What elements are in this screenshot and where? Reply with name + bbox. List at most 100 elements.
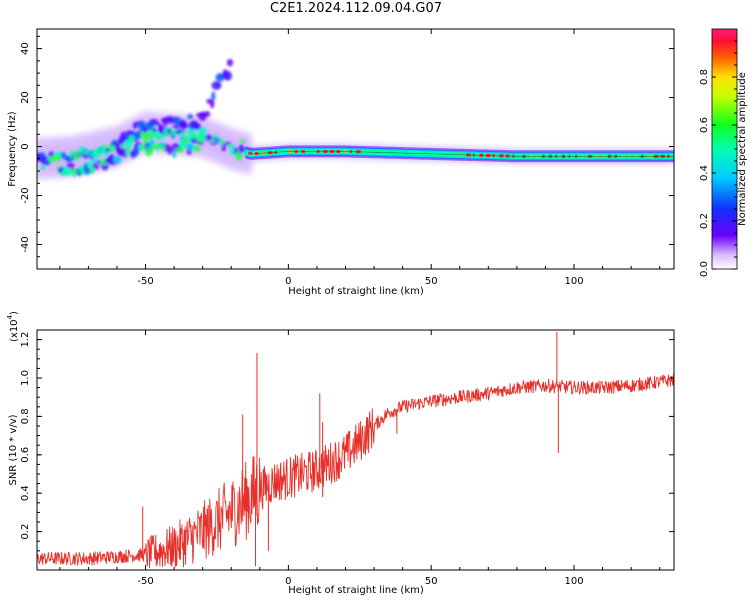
spectrogram-y-ticks: 40 20 0 -20 -40 — [20, 35, 674, 270]
colorbar-tick-label: 0.0 — [699, 261, 710, 277]
spectrogram-core — [70, 150, 76, 155]
colorbar-ticks: 0.0 0.2 0.4 0.6 0.8 — [699, 40, 737, 277]
spectrogram-core — [240, 139, 246, 144]
spectrogram-image — [37, 58, 674, 181]
spectrogram-core — [110, 145, 116, 150]
spectrogram-y-tick-label: 40 — [20, 42, 31, 55]
spectrogram-core — [230, 144, 236, 149]
spectrogram-blob — [182, 140, 189, 146]
spectrogram-y-tick-label: 0 — [20, 143, 31, 149]
snr-y-tick-label: 0.4 — [20, 485, 31, 501]
spectrogram-core — [80, 170, 86, 175]
spectrogram-blob — [152, 127, 157, 133]
snr-y-multiplier: (x104) — [6, 311, 20, 342]
spectrogram-core — [120, 143, 126, 148]
colorbar-tick-label: 0.6 — [699, 117, 710, 133]
spectrogram-blob — [133, 132, 140, 138]
spectrogram-ridge — [245, 145, 674, 163]
spectrogram-hot-cell — [248, 151, 252, 155]
spectrogram-blob — [221, 145, 227, 152]
spectrogram-core — [130, 135, 136, 140]
snr-y-tick-label: 0.8 — [20, 408, 31, 424]
spectrogram-blob — [66, 162, 75, 169]
snr-plot-area — [37, 331, 674, 569]
spectrogram-blob — [192, 145, 202, 152]
snr-y-axis-label: SNR (10 * v/v) — [8, 414, 19, 485]
snr-series-line — [37, 373, 674, 569]
spectrogram-core — [100, 159, 106, 164]
colorbar-tick-label: 0.8 — [699, 69, 710, 85]
snr-y-multiplier-exponent: 4 — [6, 314, 14, 319]
spectrogram-panel: -50 0 50 100 40 20 0 -20 -40 Height of straight… — [7, 28, 675, 297]
spectrogram-blob — [226, 58, 234, 67]
spectrogram-x-tick-label: 100 — [564, 276, 583, 287]
snr-y-multiplier-close: ) — [9, 311, 20, 315]
spectrogram-blobs — [37, 58, 253, 178]
spectrogram-x-tick-label: 50 — [425, 276, 438, 287]
spectrogram-blob — [211, 81, 222, 90]
spectrogram-blob — [144, 147, 153, 157]
spectrogram-blob — [55, 154, 62, 162]
spectrogram-core — [210, 138, 216, 143]
spectrogram-x-tick-label: 0 — [285, 276, 291, 287]
spectrogram-ridge-centerline — [251, 151, 674, 157]
spectrogram-core — [220, 139, 226, 144]
spectrogram-core — [190, 134, 196, 139]
colorbar-tick-label: 0.2 — [699, 213, 710, 229]
snr-y-tick-label: 1.2 — [20, 332, 31, 348]
spectrogram-core — [150, 144, 156, 149]
spectrogram-blob — [62, 166, 73, 176]
snr-y-tick-label: 0.2 — [20, 524, 31, 540]
spectrogram-core — [60, 172, 66, 177]
colorbar-tick-label: 0.4 — [699, 165, 710, 181]
spectrogram-blob — [238, 144, 245, 154]
snr-x-tick-label: 50 — [425, 576, 438, 587]
spectrogram-y-tick-label: -20 — [20, 187, 31, 203]
spectrogram-y-axis-label: Frequency (Hz) — [7, 111, 18, 187]
spectrogram-x-axis-label: Height of straight line (km) — [288, 286, 424, 297]
snr-x-tick-label: 100 — [564, 576, 583, 587]
spectrogram-core — [40, 165, 46, 170]
snr-x-axis-label: Height of straight line (km) — [288, 585, 424, 596]
chart-title: C2E1.2024.112.09.04.G07 — [269, 1, 443, 16]
colorbar: 0.0 0.2 0.4 0.6 0.8 Normalized spectral ampl… — [699, 28, 748, 277]
spectrogram-blob — [211, 91, 216, 101]
snr-x-tick-label: 0 — [285, 576, 291, 587]
spectrogram-blob — [126, 144, 132, 150]
spectrogram-x-ticks: -50 0 50 100 — [59, 29, 661, 287]
colorbar-gradient — [711, 28, 738, 270]
spectrogram-x-tick-label: -50 — [137, 276, 153, 287]
spectrogram-blob — [209, 99, 215, 109]
spectrogram-core — [180, 131, 186, 136]
spectrogram-core — [50, 158, 56, 163]
spectrogram-core — [200, 138, 206, 143]
spectrogram-core — [160, 146, 166, 151]
snr-y-tick-label: 0.6 — [20, 447, 31, 463]
spectrogram-y-tick-label: -40 — [20, 236, 31, 252]
spectrogram-core — [170, 129, 176, 134]
spectrogram-blob — [157, 125, 165, 135]
snr-y-ticks: 0.2 0.4 0.6 0.8 1.0 1.2 — [20, 332, 674, 552]
snr-x-tick-label: -50 — [137, 576, 153, 587]
spectrogram-blob — [172, 150, 177, 159]
spectrogram-core — [90, 167, 96, 172]
spectrogram-blob — [174, 147, 185, 153]
spectrogram-blob — [181, 123, 189, 129]
snr-x-ticks: -50 0 50 100 — [59, 330, 661, 587]
spectrogram-y-tick-label: 20 — [20, 91, 31, 104]
spectrogram-blob — [216, 138, 222, 143]
snr-y-tick-label: 1.0 — [20, 370, 31, 386]
spectrogram-blob — [223, 70, 233, 81]
spectrogram-frame — [36, 28, 675, 270]
spectrogram-blob — [203, 110, 211, 118]
spectrogram-blob — [193, 123, 202, 130]
snr-y-multiplier-base: (x10 — [9, 319, 20, 342]
spectrogram-blob — [149, 118, 159, 126]
snr-frame — [36, 329, 675, 571]
snr-panel: -50 0 50 100 0.2 0.4 0.6 0.8 1.0 1.2 Height of s… — [6, 311, 675, 596]
spectrogram-blob — [156, 122, 161, 127]
spectrogram-blob — [166, 115, 174, 124]
spectrogram-blob — [187, 114, 194, 120]
spectrogram-blob — [114, 144, 120, 152]
